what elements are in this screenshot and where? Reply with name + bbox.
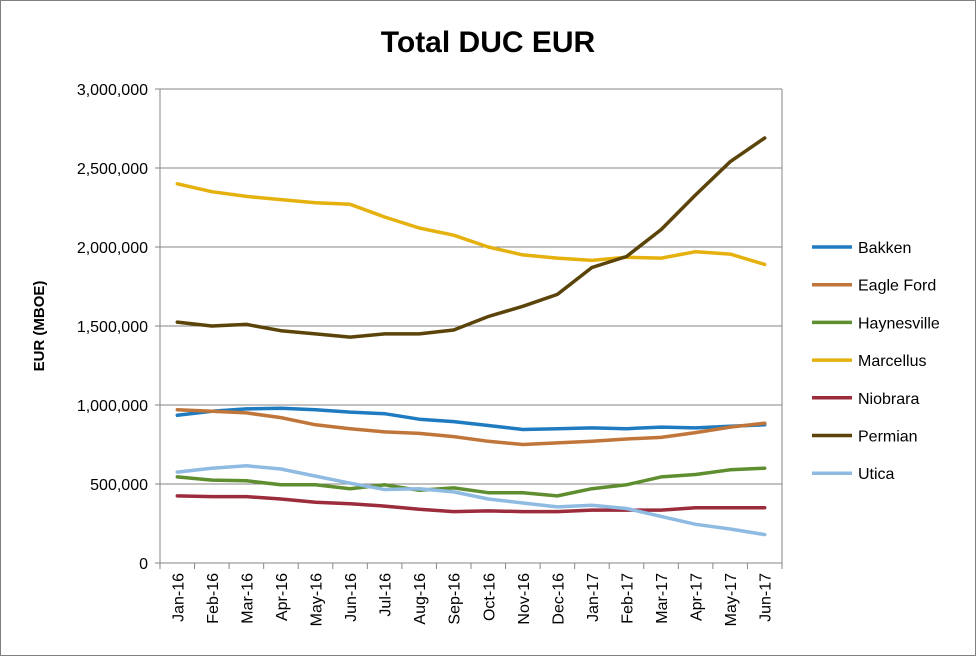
x-tick-label: May-16 [309, 573, 326, 626]
x-tick-label: Jun-17 [758, 573, 775, 622]
x-tick-label: Apr-16 [274, 573, 291, 621]
legend-label-permian: Permian [858, 429, 918, 446]
x-tick-label: Mar-16 [239, 573, 256, 624]
x-tick-label: Mar-17 [654, 573, 671, 624]
legend-label-eagle-ford: Eagle Ford [858, 278, 936, 295]
legend-label-niobrara: Niobrara [858, 391, 919, 408]
series-line-bakken [175, 406, 767, 432]
x-tick-label: Nov-16 [516, 573, 533, 625]
legend-label-marcellus: Marcellus [858, 353, 926, 370]
x-tick-label: Dec-16 [550, 573, 567, 625]
series-line-marcellus [175, 182, 767, 267]
x-axis-ticks: Jan-16 Feb-16 Mar-16 Apr-16 May-16 Jun-16 Jul-… [159, 563, 783, 626]
y-tick-label: 2,500,000 [77, 161, 148, 178]
y-tick-label: 500,000 [90, 477, 148, 494]
x-tick-label: Jun-16 [343, 573, 360, 622]
x-tick-label: Feb-16 [205, 573, 222, 624]
y-axis-ticks: 0 500,000 1,000,000 1,500,000 2,000,000 2,500… [77, 82, 160, 573]
series-lines [175, 136, 767, 537]
x-tick-label: May-17 [723, 573, 740, 626]
y-axis-label: EUR (MBOE) [31, 281, 48, 372]
series-line-haynesville [175, 466, 767, 498]
x-tick-label: Jul-16 [378, 573, 395, 617]
x-tick-label: Jan-17 [585, 573, 602, 622]
x-tick-label: Oct-16 [481, 573, 498, 621]
x-tick-label: Sep-16 [447, 573, 464, 625]
series-line-utica [175, 464, 767, 537]
x-tick-label: Apr-17 [689, 573, 706, 621]
x-tick-label: Feb-17 [620, 573, 637, 624]
legend-label-utica: Utica [858, 466, 895, 483]
x-tick-label: Jan-16 [170, 573, 187, 622]
y-tick-label: 1,000,000 [77, 398, 148, 415]
y-tick-label: 0 [139, 556, 148, 573]
y-tick-label: 3,000,000 [77, 82, 148, 99]
legend-label-haynesville: Haynesville [858, 315, 940, 332]
chart-title: Total DUC EUR [381, 26, 596, 59]
y-tick-label: 2,000,000 [77, 240, 148, 257]
series-line-niobrara [175, 494, 767, 514]
legend-label-bakken: Bakken [858, 240, 911, 257]
series-line-eagle-ford [175, 407, 767, 447]
legend: Bakken Eagle Ford Haynesville Marcellus Niob… [812, 240, 940, 483]
y-tick-label: 1,500,000 [77, 319, 148, 336]
series-line-permian [175, 136, 767, 339]
x-tick-label: Aug-16 [412, 573, 429, 625]
